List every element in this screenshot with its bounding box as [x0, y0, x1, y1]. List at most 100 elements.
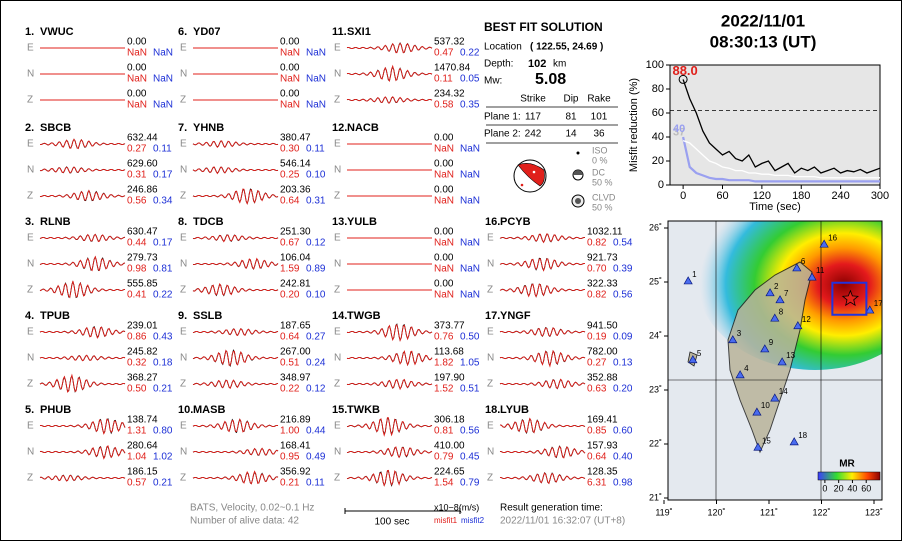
station-marker — [770, 393, 780, 402]
amplitude: 0.00 — [434, 227, 454, 238]
synthetic-trace — [192, 379, 279, 390]
misfit1: 0.82 — [587, 238, 607, 249]
misfit2: NaN — [460, 264, 480, 275]
map-y-tick-label: 21˚ — [649, 492, 662, 502]
amplitude: 306.18 — [434, 415, 465, 426]
misfit2: NaN — [306, 74, 326, 85]
misfit2: 0.34 — [153, 196, 173, 207]
station-number: 9. — [178, 310, 187, 322]
station-label: 15 — [762, 436, 771, 445]
misfit1: 0.82 — [587, 290, 607, 301]
amplitude: 782.00 — [587, 347, 618, 358]
misfit2: NaN — [153, 100, 173, 111]
dc-icon — [572, 169, 584, 181]
observed-trace — [39, 354, 126, 362]
synthetic-trace — [499, 233, 585, 244]
station-name: SSLB — [193, 310, 222, 322]
station-marker — [760, 344, 770, 353]
epicenter-box — [831, 281, 868, 316]
synthetic-trace — [39, 326, 126, 339]
component-label: N — [487, 353, 494, 364]
component-label: Z — [487, 285, 493, 296]
amplitude: 267.00 — [280, 347, 311, 358]
misfit1: NaN — [434, 264, 454, 275]
map-x-tick-label: 123˚ — [865, 507, 883, 517]
amplitude: 224.65 — [434, 467, 465, 478]
misfit2: 0.51 — [460, 384, 480, 395]
synthetic-trace — [192, 470, 279, 485]
misfit2: 0.54 — [613, 238, 633, 249]
amplitude: 1470.84 — [434, 63, 471, 74]
amplitude: 239.01 — [127, 321, 158, 332]
misfit1: 0.30 — [280, 144, 300, 155]
misfit1: 0.27 — [587, 358, 607, 369]
amplitude: 138.74 — [127, 415, 158, 426]
component-label: N — [27, 353, 34, 364]
misfit2: 0.17 — [153, 170, 173, 181]
station-number: 5. — [25, 404, 34, 416]
station-name: PHUB — [40, 404, 71, 416]
misfit2: 0.11 — [153, 144, 172, 155]
misfit1: 1.82 — [434, 358, 454, 369]
amplitude: 197.90 — [434, 373, 465, 384]
misfit1: 0.58 — [434, 100, 454, 111]
misfit1: 0.64 — [587, 452, 607, 463]
station-number: 13. — [332, 216, 347, 228]
misfit2: 0.31 — [306, 196, 326, 207]
station-number: 1. — [25, 26, 34, 38]
misfit1: NaN — [127, 100, 147, 111]
amplitude: 921.73 — [587, 253, 618, 264]
synthetic-trace — [39, 255, 126, 272]
misfit1: 0.79 — [434, 452, 454, 463]
amplitude: 555.85 — [127, 279, 158, 290]
misfit1: NaN — [280, 100, 300, 111]
amplitude: 0.00 — [434, 159, 454, 170]
misfit2: NaN — [306, 48, 326, 59]
misfit1: 0.31 — [127, 170, 147, 181]
component-label: Z — [334, 473, 340, 484]
observed-trace — [499, 326, 586, 338]
component-label: E — [180, 139, 187, 150]
synthetic-trace — [499, 417, 586, 434]
misfit2: 0.05 — [460, 74, 480, 85]
station-label: 8 — [779, 307, 784, 316]
component-label: E — [27, 43, 34, 54]
synthetic-trace — [39, 354, 126, 362]
amplitude: 169.41 — [587, 415, 618, 426]
misfit1: NaN — [434, 144, 454, 155]
misfit2: NaN — [460, 144, 480, 155]
misfit2-legend: misfit2 — [461, 516, 485, 525]
misfit2: 0.20 — [613, 384, 633, 395]
station-label: 1 — [692, 270, 697, 279]
misfit2: 0.21 — [153, 384, 173, 395]
synthetic-trace — [346, 469, 433, 487]
misfit1: 0.98 — [127, 264, 147, 275]
synthetic-trace — [499, 349, 586, 368]
amplitude: 0.00 — [434, 279, 454, 290]
amplitude: 0.00 — [434, 253, 454, 264]
plane-label: Plane 2: — [484, 129, 521, 140]
component-label: N — [27, 447, 34, 458]
misfit1: 0.70 — [587, 264, 607, 275]
misfit1: 6.31 — [587, 478, 607, 489]
misfit2: 0.12 — [306, 238, 326, 249]
misfit1: 0.27 — [127, 144, 147, 155]
synthetic-trace — [346, 96, 433, 104]
station-name: SXI1 — [347, 26, 371, 38]
synthetic-trace — [499, 327, 586, 337]
misfit1: NaN — [434, 238, 454, 249]
station-marker — [793, 321, 803, 330]
station-label: 18 — [798, 431, 807, 440]
station-name: TDCB — [193, 216, 224, 228]
x-axis-label: Time (sec) — [749, 201, 801, 213]
depth-label: Depth: — [484, 59, 513, 70]
misfit2: NaN — [460, 196, 480, 207]
amplitude: 410.00 — [434, 441, 465, 452]
component-label: E — [487, 327, 494, 338]
x-tick-label: 120 — [753, 190, 771, 202]
amplitude: 1032.11 — [587, 227, 623, 238]
amplitude: 941.50 — [587, 321, 618, 332]
iso-icon — [576, 151, 580, 155]
annotation: 37 — [673, 127, 685, 139]
misfit1: 0.64 — [280, 196, 300, 207]
